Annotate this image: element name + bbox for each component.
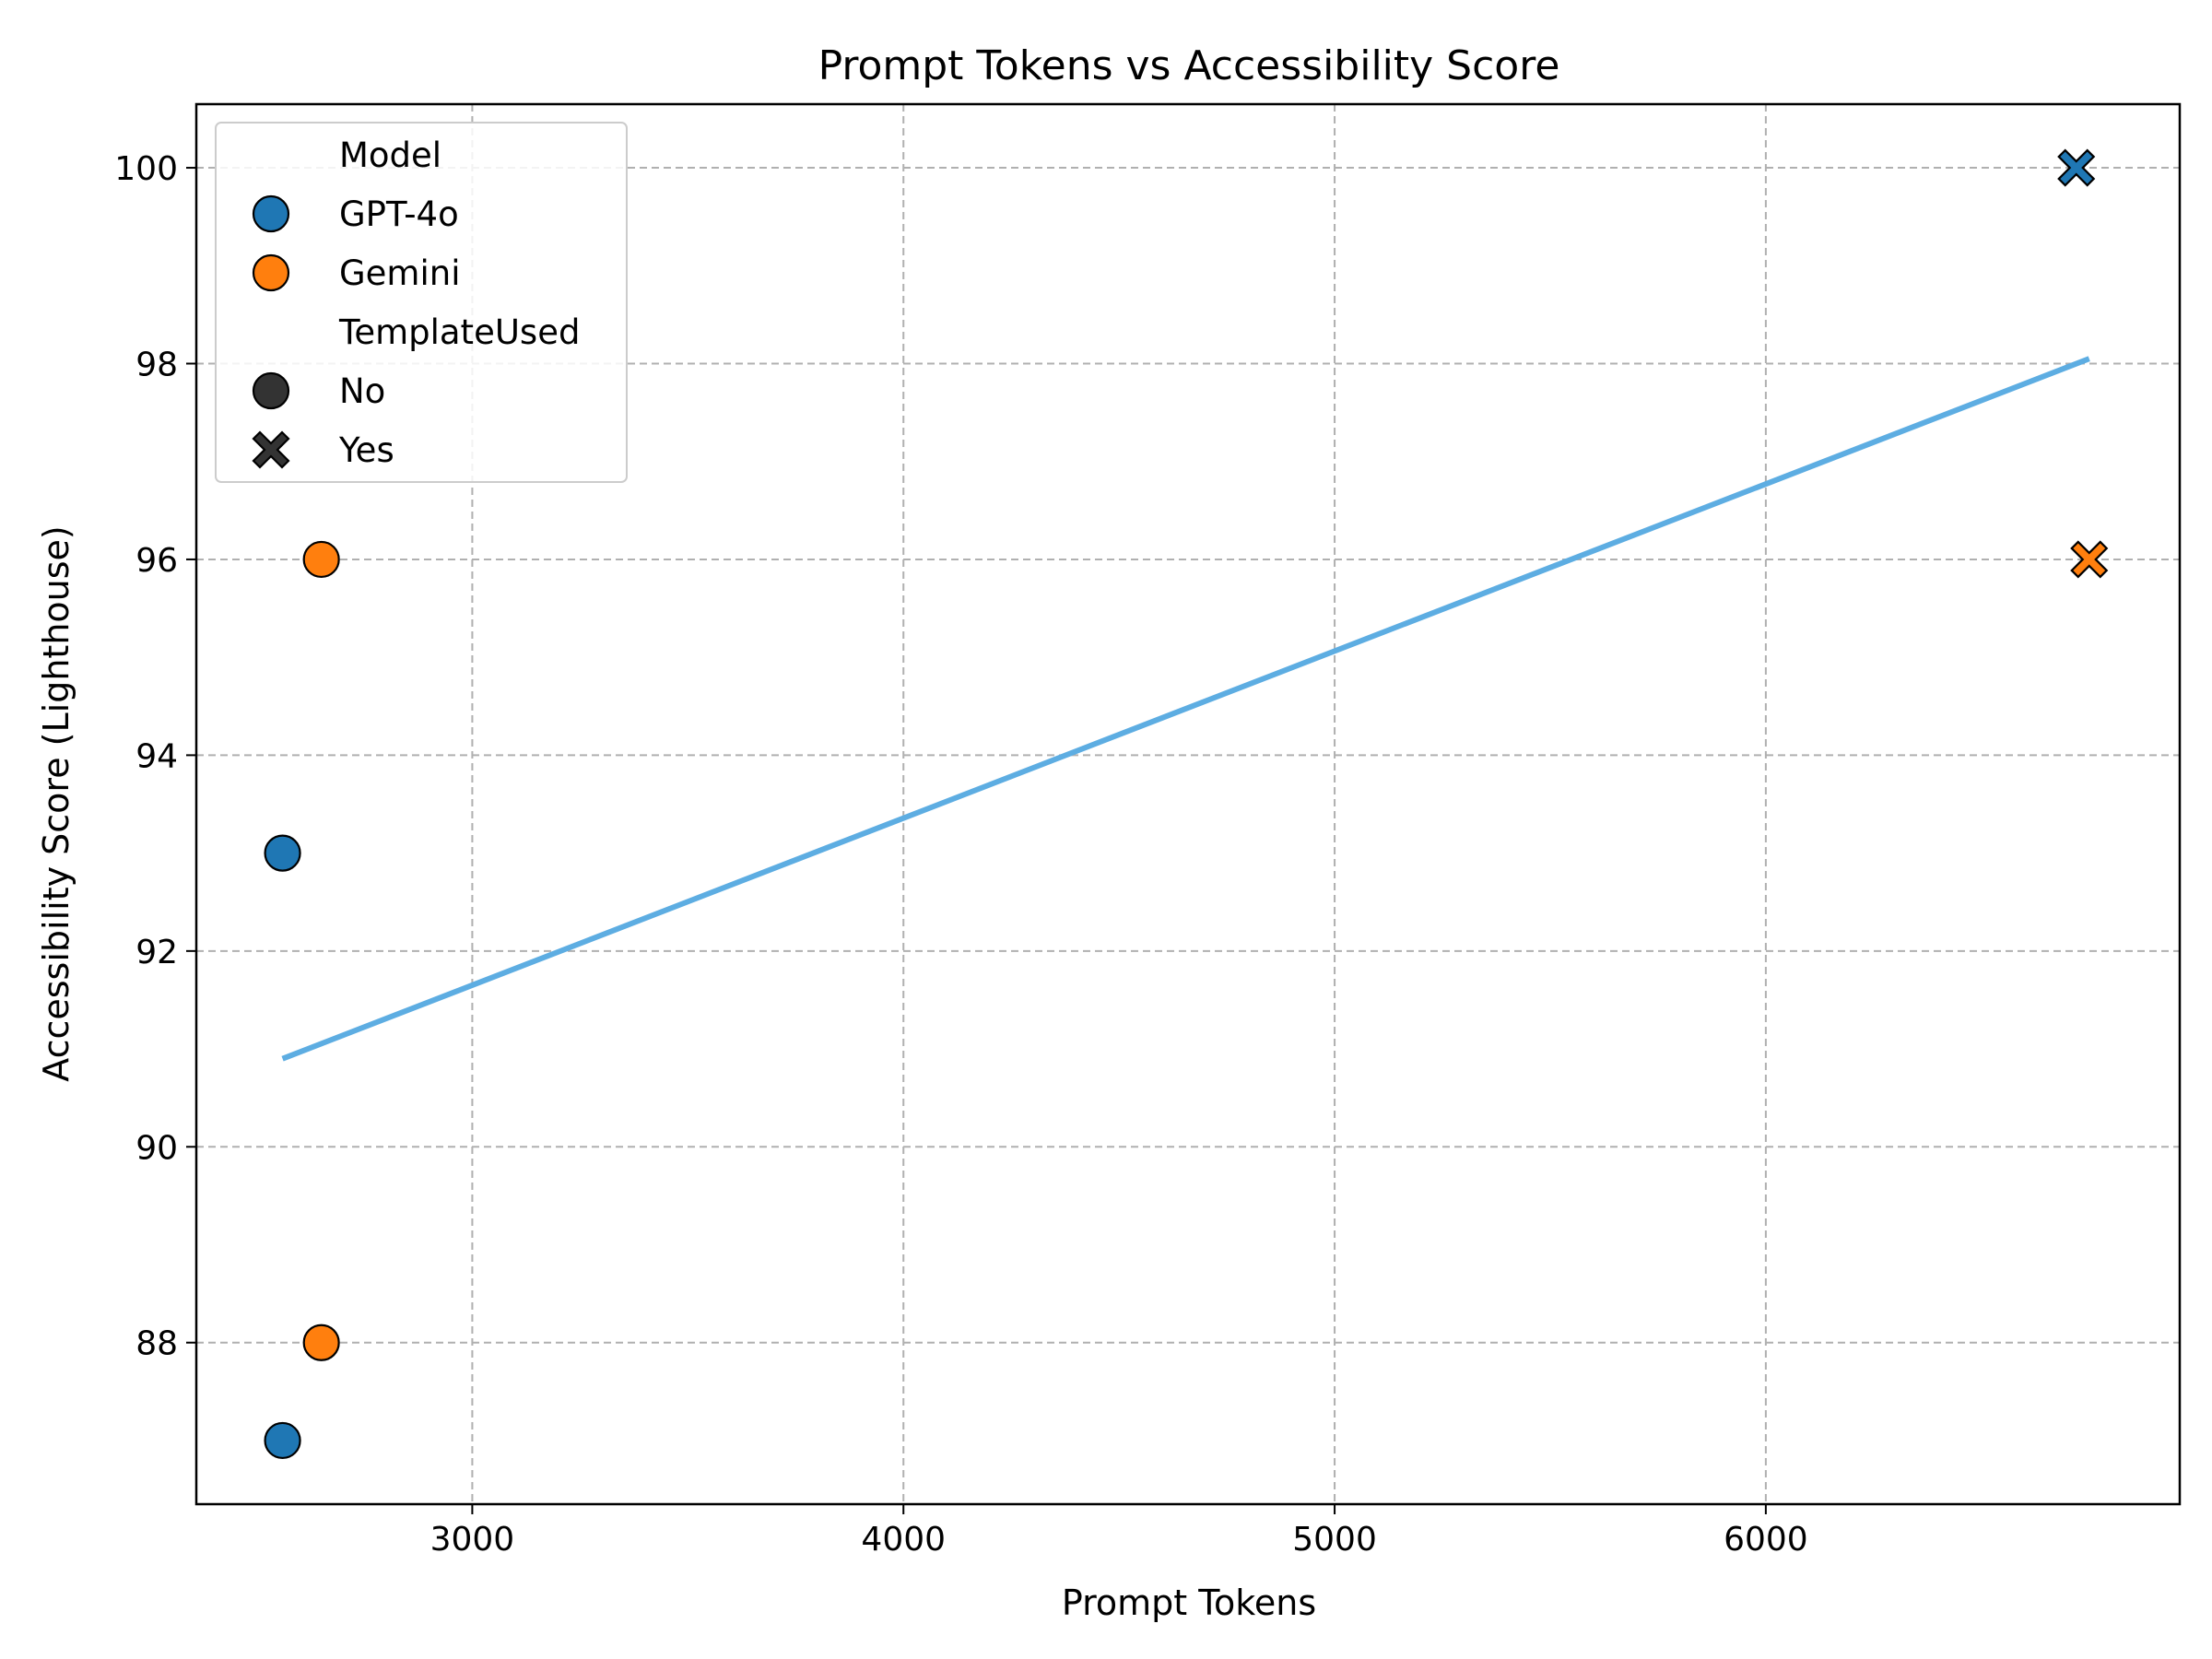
y-tick-label: 92 <box>135 934 178 971</box>
y-tick-label: 100 <box>114 150 178 188</box>
x-axis-label: Prompt Tokens <box>1062 1583 1316 1623</box>
x-axis-ticks: 3000 4000 5000 6000 <box>430 1504 1808 1559</box>
legend-template-no-marker <box>252 371 290 410</box>
y-tick-label: 94 <box>135 737 178 775</box>
legend-template-yes-label: Yes <box>338 430 394 470</box>
gpt-4o-point <box>264 1421 301 1460</box>
data-points <box>264 148 2109 1460</box>
gpt-4o-point <box>264 834 301 872</box>
gemini-point <box>302 540 340 579</box>
legend-template-no-label: No <box>339 371 385 411</box>
legend: Model GPT-4o Gemini TemplateUsed No Yes <box>215 122 628 483</box>
x-tick-label: 6000 <box>1724 1521 1808 1559</box>
legend-template-title-label: TemplateUsed <box>338 312 580 352</box>
plot-frame <box>194 102 2182 1506</box>
gpt-4o-point <box>2057 148 2096 187</box>
x-tick-label: 4000 <box>861 1521 946 1559</box>
gemini-point <box>302 1324 340 1361</box>
gemini-point <box>2070 540 2109 579</box>
y-tick-label: 88 <box>135 1325 178 1363</box>
y-axis-ticks: 88 90 92 94 96 98 100 <box>114 150 196 1363</box>
legend-gpt-4o-label: GPT-4o <box>339 194 459 234</box>
x-tick-label: 3000 <box>430 1521 515 1559</box>
chart-title: Prompt Tokens vs Accessibility Score <box>818 42 1560 89</box>
legend-gemini-marker <box>252 253 290 292</box>
y-tick-label: 90 <box>135 1129 178 1167</box>
legend-template-yes-marker <box>252 430 290 469</box>
x-tick-label: 5000 <box>1292 1521 1377 1559</box>
trend-line-group <box>281 356 2090 1062</box>
trend-line <box>281 356 2090 1062</box>
legend-gemini-label: Gemini <box>339 253 461 293</box>
legend-model-title-label: Model <box>339 135 441 175</box>
y-tick-label: 98 <box>135 346 178 383</box>
y-axis-label: Accessibility Score (Lighthouse) <box>36 525 76 1082</box>
legend-box <box>215 122 628 483</box>
legend-gpt-4o-marker <box>252 194 290 233</box>
y-tick-label: 96 <box>135 542 178 580</box>
